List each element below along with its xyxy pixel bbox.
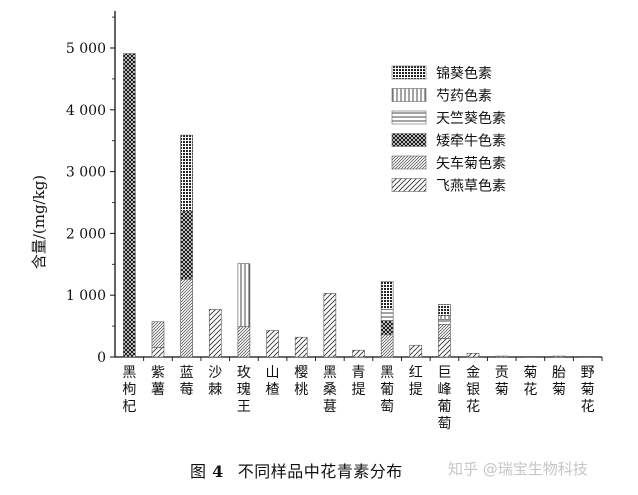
y-axis-labels: 0 1 000 2 000 3 000 4 000 5 000: [66, 41, 106, 366]
figure-caption: 图 4 不同样品中花青素分布: [190, 458, 403, 482]
legend-swatch: [391, 110, 427, 125]
bar-segment: [208, 309, 222, 358]
x-tick-label: 菊花: [523, 365, 537, 398]
y-tick-label: 3 000: [66, 165, 106, 181]
legend-swatch: [391, 65, 427, 80]
bar-segment: [438, 315, 451, 320]
bar-segment: [438, 338, 451, 358]
bar-segment: [380, 334, 394, 358]
x-tick-label: 沙棘: [208, 365, 222, 398]
watermark: 知乎 @瑞宝生物科技: [448, 460, 588, 478]
legend-label: 锦葵色素: [436, 65, 492, 82]
bar-segment: [380, 309, 394, 321]
bar-segment: [151, 321, 165, 349]
legend-label: 矮牵牛色素: [436, 133, 506, 150]
legend-label: 天竺葵色素: [436, 110, 506, 127]
bar-segment: [380, 320, 394, 336]
caption-text: 不同样品中花青素分布: [237, 462, 403, 481]
x-tick-label: 金银花: [466, 365, 480, 415]
x-tick-label: 青提: [352, 365, 366, 398]
x-tick-label: 山楂: [266, 365, 280, 398]
bars: [123, 53, 594, 358]
bar-segment: [151, 347, 165, 358]
bar-segment: [180, 278, 193, 358]
x-tick-label: 蓝莓: [180, 365, 194, 398]
legend-swatch: [391, 133, 427, 147]
legend-swatch: [391, 88, 427, 102]
x-tick-label: 胎菊: [552, 365, 566, 398]
y-tick-label: 5 000: [66, 41, 106, 57]
y-tick-label: 4 000: [66, 103, 106, 119]
bar-segment: [294, 336, 308, 358]
legend-swatch: [391, 178, 427, 192]
x-tick-label: 红提: [409, 365, 423, 398]
legend-swatch: [391, 155, 427, 170]
bar-segment: [123, 53, 136, 358]
bar-segment: [552, 355, 566, 358]
bar-segment: [380, 281, 394, 310]
y-tick-label: 0: [97, 350, 106, 366]
bar-segment: [180, 134, 193, 212]
x-tick-label: 贡菊: [495, 365, 509, 398]
bar-segment: [409, 344, 423, 358]
legend-label: 芍药色素: [436, 88, 492, 105]
bar-segment: [352, 349, 365, 358]
bar-segment: [438, 319, 451, 325]
x-tick-label: 樱桃: [294, 364, 308, 398]
bar-segment: [266, 330, 279, 358]
bar-segment: [438, 304, 451, 316]
caption-prefix: 图: [190, 462, 207, 481]
bar-segment: [581, 356, 594, 358]
bar-segment: [495, 355, 509, 358]
bar-segment: [323, 293, 337, 358]
bar-segment: [466, 352, 480, 358]
x-tick-label: 玫瑰王: [237, 365, 251, 415]
y-tick-label: 1 000: [66, 288, 106, 304]
bar-segment: [438, 323, 451, 339]
bar-segment: [237, 326, 251, 358]
x-tick-label: 野菊花: [581, 365, 595, 415]
x-tick-label: 黑枸杞: [122, 365, 136, 415]
x-tick-label: 巨峰葡萄: [437, 365, 451, 432]
bar-segment: [237, 263, 251, 328]
y-tick-label: 2 000: [66, 226, 106, 242]
legend-label: 飞燕草色素: [436, 178, 506, 195]
x-tick-label: 黑桑葚: [323, 365, 337, 415]
caption-number: 4: [212, 462, 224, 481]
x-tick-label: 黑葡萄: [380, 365, 394, 415]
x-tick-label: 紫薯: [151, 365, 165, 398]
y-axis-title: 含量/(mg/kg): [30, 175, 48, 269]
bar-segment: [180, 210, 193, 280]
bar-segment: [524, 356, 537, 358]
legend-label: 矢车菊色素: [436, 155, 506, 172]
